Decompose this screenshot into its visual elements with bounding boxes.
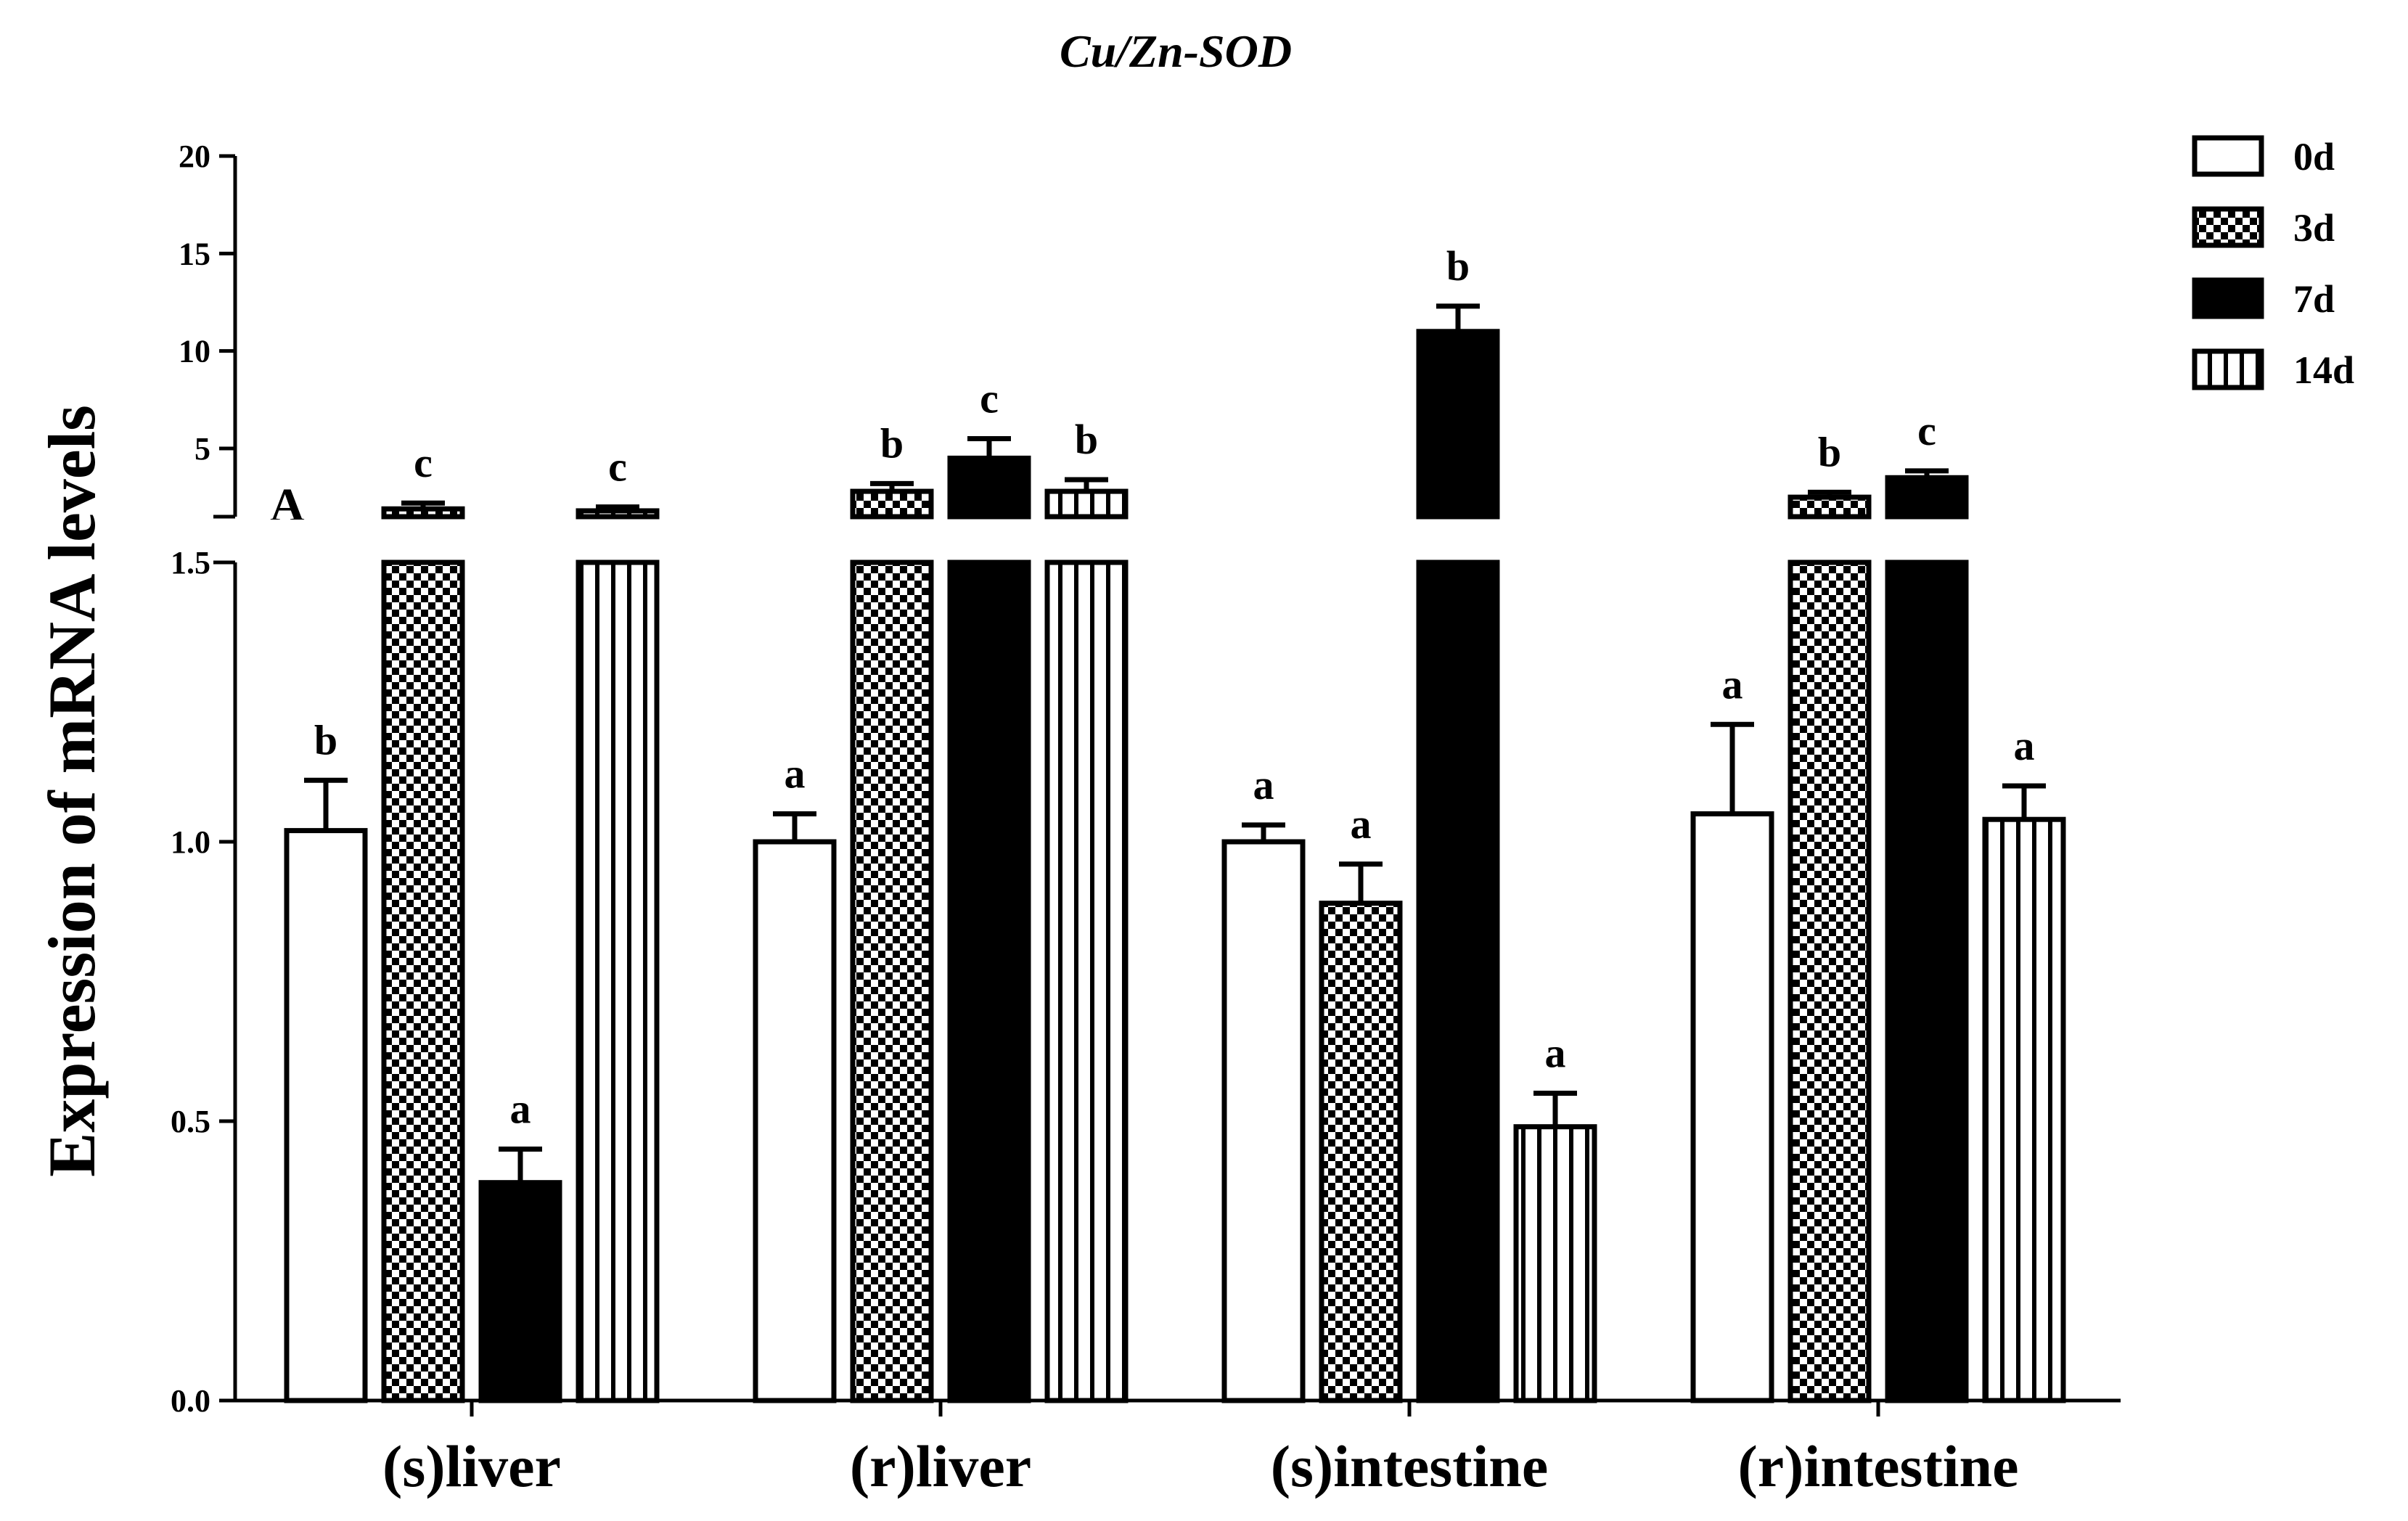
bars-group	[239, 303, 2125, 1403]
legend-label: 0d	[2293, 135, 2335, 179]
significance-label: b	[1446, 242, 1470, 290]
legend-label: 7d	[2293, 277, 2335, 321]
bar	[1885, 559, 1969, 1403]
y-tick-label: 5	[194, 431, 210, 467]
legend-swatch	[2192, 348, 2264, 390]
y-tick-label: 1.0	[171, 824, 210, 860]
x-category-label: (s)intestine	[1271, 1433, 1549, 1499]
significance-labels: b a a a c b a b a c b c c b a a	[314, 242, 2035, 1133]
y-tick-label: 0.0	[171, 1383, 210, 1419]
significance-label: b	[880, 419, 904, 467]
bar	[576, 559, 660, 1403]
legend-swatch	[2192, 277, 2264, 319]
bar	[850, 559, 934, 1403]
bar-upper-segment	[1787, 494, 1872, 520]
legend: 0d 3d 7d 14d	[2192, 135, 2354, 392]
significance-label: c	[414, 439, 433, 486]
significance-label: c	[980, 375, 999, 422]
significance-label: a	[510, 1086, 531, 1133]
bar	[947, 559, 1031, 1403]
bar-upper-segment	[1416, 329, 1500, 520]
y-axis-label: Expression of mRNA levels	[35, 405, 109, 1177]
bar	[1513, 1124, 1597, 1403]
y-tick-label: 0.5	[171, 1104, 210, 1139]
significance-label: b	[314, 716, 337, 763]
significance-label: c	[1917, 407, 1936, 454]
bar	[284, 828, 368, 1403]
significance-label: a	[785, 750, 806, 798]
bar	[381, 559, 465, 1403]
significance-label: a	[1545, 1030, 1566, 1077]
bar	[478, 1180, 562, 1403]
bar	[1982, 816, 2066, 1403]
bar-upper-segment	[1044, 488, 1129, 520]
axis-break-gap	[239, 520, 2125, 559]
legend-label: 3d	[2293, 206, 2335, 250]
bar	[1044, 559, 1129, 1403]
significance-label: b	[1818, 428, 1841, 475]
significance-label: a	[1722, 660, 1743, 708]
bar	[1319, 901, 1403, 1403]
significance-label: a	[1253, 761, 1274, 808]
bar-upper-segment	[381, 506, 465, 520]
significance-label: a	[1351, 800, 1372, 848]
significance-label: b	[1075, 416, 1098, 463]
x-category-label: (s)liver	[382, 1433, 561, 1499]
bar-upper-segment	[850, 488, 934, 520]
bar-upper-segment	[576, 508, 660, 520]
legend-swatch	[2192, 206, 2264, 248]
x-category-label: (r)intestine	[1737, 1433, 2018, 1499]
y-tick-label: 15	[179, 236, 210, 271]
y-tick-label: 1.5	[171, 545, 210, 581]
legend-label: 14d	[2293, 348, 2354, 392]
x-category-label: (r)liver	[850, 1433, 1031, 1499]
bar	[753, 839, 837, 1403]
legend-swatch	[2192, 135, 2264, 177]
significance-label: c	[608, 443, 627, 491]
significance-label: a	[2014, 722, 2035, 769]
bar	[1416, 559, 1500, 1403]
bar	[1221, 839, 1306, 1403]
bar	[1690, 811, 1774, 1403]
chart-title: Cu/Zn-SOD	[1060, 25, 1292, 77]
bar-upper-segment	[1885, 475, 1969, 520]
y-tick-label: 20	[179, 139, 210, 174]
y-tick-label: 10	[179, 334, 210, 369]
bar	[1787, 559, 1872, 1403]
bar-upper-segment	[947, 455, 1031, 520]
